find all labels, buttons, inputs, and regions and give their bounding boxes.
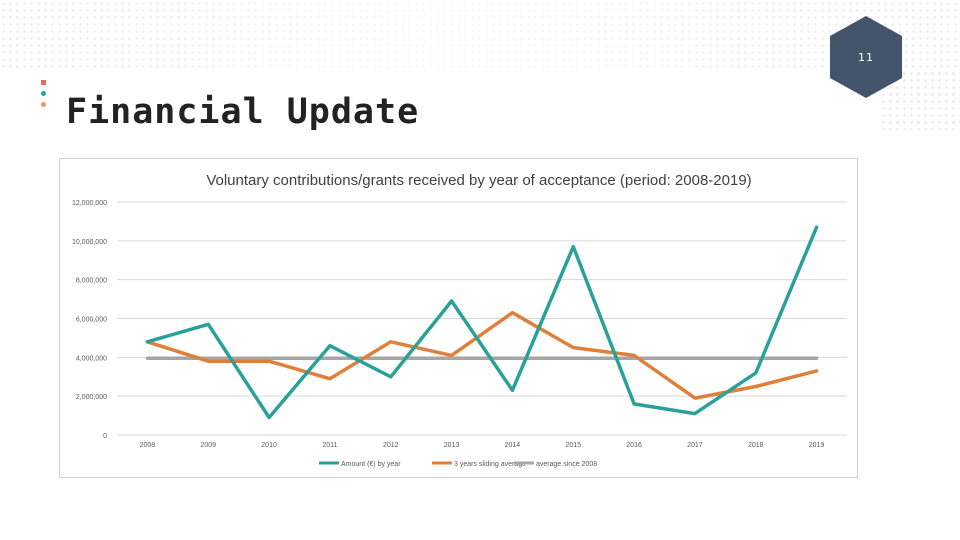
data-point-series-1 <box>754 371 757 374</box>
x-tick-label: 2015 <box>565 442 581 449</box>
data-point-series-3 <box>328 357 331 360</box>
dot-pattern-decoration <box>0 0 960 70</box>
y-tick-label: 10,000,000 <box>72 239 107 246</box>
data-point-series-3 <box>572 357 575 360</box>
y-tick-label: 0 <box>103 433 107 440</box>
y-tick-label: 2,000,000 <box>76 394 107 401</box>
data-point-series-1 <box>268 416 271 419</box>
slide-number-hexagon <box>830 16 902 98</box>
data-point-series-1 <box>633 402 636 405</box>
data-point-series-1 <box>207 323 210 326</box>
square-bullet-icon <box>41 80 46 85</box>
data-point-series-2 <box>754 385 757 388</box>
data-point-series-2 <box>815 369 818 372</box>
x-tick-label: 2017 <box>687 442 703 449</box>
x-tick-label: 2014 <box>505 442 521 449</box>
legend-label: Amount (€) by year <box>341 461 401 468</box>
series-line-2 <box>145 310 819 400</box>
data-point-series-2 <box>511 311 514 314</box>
data-point-series-1 <box>511 389 514 392</box>
line-chart: Voluntary contributions/grants received … <box>59 158 858 478</box>
x-tick-label: 2013 <box>444 442 460 449</box>
data-point-series-3 <box>389 357 392 360</box>
x-tick-label: 2008 <box>140 442 156 449</box>
data-point-series-2 <box>389 340 392 343</box>
data-point-series-1 <box>450 300 453 303</box>
data-point-series-1 <box>693 412 696 415</box>
data-point-series-2 <box>693 397 696 400</box>
data-point-series-1 <box>389 375 392 378</box>
x-tick-label: 2019 <box>809 442 825 449</box>
slide-number: 11 <box>858 51 874 64</box>
x-tick-label: 2011 <box>322 442 337 449</box>
data-point-series-3 <box>511 357 514 360</box>
data-point-series-2 <box>268 360 271 363</box>
chart-title: Voluntary contributions/grants received … <box>206 172 751 189</box>
data-point-series-3 <box>450 357 453 360</box>
x-tick-label: 2009 <box>200 442 216 449</box>
series-line-1 <box>145 225 819 420</box>
x-tick-label: 2018 <box>748 442 764 449</box>
y-tick-label: 8,000,000 <box>76 278 107 285</box>
chart-plot: Voluntary contributions/grants received … <box>72 172 847 468</box>
data-point-series-1 <box>328 344 331 347</box>
data-point-series-2 <box>572 346 575 349</box>
data-point-series-2 <box>450 354 453 357</box>
y-tick-label: 6,000,000 <box>76 317 107 324</box>
y-tick-label: 4,000,000 <box>76 355 107 362</box>
legend-label: 3 years sliding average <box>454 461 526 468</box>
x-tick-label: 2010 <box>261 442 277 449</box>
page-title: Financial Update <box>66 92 420 132</box>
data-point-series-3 <box>754 357 757 360</box>
x-tick-label: 2016 <box>626 442 642 449</box>
data-point-series-3 <box>146 357 149 360</box>
orange-dot-icon <box>41 102 46 107</box>
data-point-series-3 <box>268 357 271 360</box>
x-tick-label: 2012 <box>383 442 399 449</box>
data-point-series-3 <box>693 357 696 360</box>
title-bullet-decoration <box>40 78 48 114</box>
data-point-series-2 <box>207 360 210 363</box>
y-tick-label: 12,000,000 <box>72 200 107 207</box>
data-point-series-1 <box>572 245 575 248</box>
data-point-series-2 <box>328 377 331 380</box>
data-point-series-2 <box>633 354 636 357</box>
legend-label: average since 2008 <box>536 461 597 468</box>
data-point-series-1 <box>815 226 818 229</box>
teal-dot-icon <box>41 91 46 96</box>
data-point-series-1 <box>146 340 149 343</box>
data-point-series-3 <box>815 357 818 360</box>
